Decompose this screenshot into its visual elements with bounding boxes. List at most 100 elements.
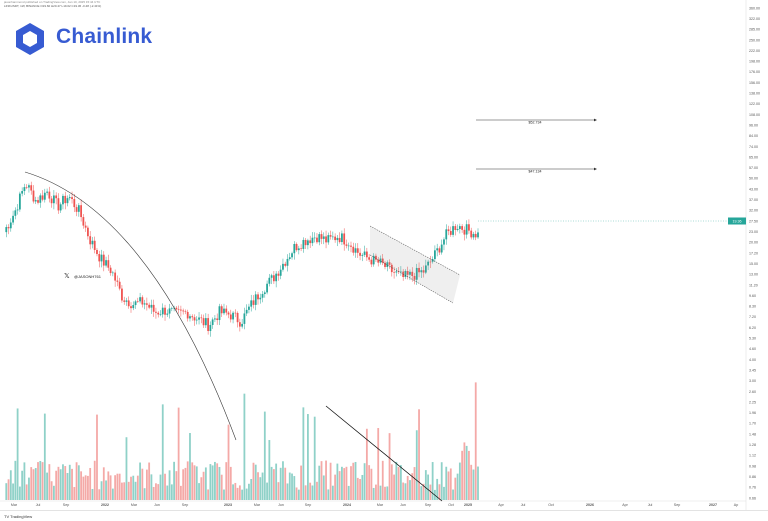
price-axis-tick: 0.66 [749,496,756,500]
candle-body [191,316,194,318]
candle-body [388,262,391,265]
symbol-line: LINKUSDT, 1W, BINANCE O19.60 H20.47 L19.… [4,4,102,8]
volume-bar [316,481,318,500]
price-axis-tick: 23.00 [749,230,758,234]
candle-body [288,257,291,259]
candle-body [436,248,439,251]
volume-bar [114,475,117,500]
candle-body [282,263,284,270]
volume-bar [359,479,361,500]
candle-body [211,319,214,325]
volume-bar [413,467,416,500]
chainlink-logo-text: Chainlink [56,25,153,48]
wedge-lower-line [369,254,454,304]
volume-bar [116,473,119,500]
volume-bar [363,463,366,500]
candle-body [209,324,212,332]
volume-bar [39,460,42,500]
candle-body [152,304,155,312]
volume-bar [98,489,101,500]
time-axis-tick: 2025 [464,503,472,507]
volume-bar [341,466,343,500]
downtrend-arc [24,171,237,441]
volume-bar [295,487,298,500]
candle-body [266,283,268,293]
volume-bar [284,467,287,500]
volume-bar [402,482,405,500]
time-axis-tick: Sep [425,503,431,507]
chainlink-hexagon-icon [16,23,44,55]
candle-body [447,229,450,232]
volume-bar [468,450,470,500]
volume-bar [62,464,64,500]
candle-body [39,195,42,203]
volume-bar [84,475,87,500]
time-axis-tick: Apr [498,503,504,507]
volume-bar [411,473,414,500]
volume-bar [311,485,314,500]
candle-body [107,260,110,268]
candle-body [381,258,384,263]
time-axis-tick: Mar [254,503,261,507]
candle-body [284,263,287,266]
candle-body [399,271,402,273]
candle-body [434,250,436,260]
candle-body [331,236,334,238]
price-axis-tick: 43.00 [749,187,758,191]
price-axis-tick: 27.50 [749,219,758,223]
volume-bar [71,468,73,500]
volume-bar [384,486,386,500]
price-axis-tick: 4.00 [749,358,756,362]
price-axis-tick: 176.00 [749,70,760,74]
volume-bar [445,466,448,500]
candle-body [254,294,257,305]
volume-bar [148,462,151,500]
candle-body [229,314,232,320]
candle-body [316,237,318,243]
candle-body [159,314,162,315]
volume-bar [32,469,35,500]
volume-bar [329,462,332,500]
candle-body [363,251,366,255]
candle-body [102,254,105,266]
volume-bar [229,466,232,500]
volume-bar [390,464,393,500]
time-axis-tick: Sep [182,503,188,507]
time-axis-tick: Sep [305,503,311,507]
candle-body [216,318,219,321]
volume-bar [52,485,55,500]
time-axis-tick: Jul [36,503,41,507]
price-axis-tick: 108.00 [749,113,760,117]
candle-body [272,275,275,282]
volume-bar [438,484,441,500]
candle-body [161,307,164,315]
volume-bar [134,481,137,500]
candle-body [345,244,348,246]
candle-body [136,301,139,302]
candle-body [25,187,28,188]
time-axis-tick: Jun [400,503,406,507]
volume-bar [125,437,128,500]
price-axis-tick: 74.00 [749,145,758,149]
volume-bar [25,484,28,500]
volume-bar [68,464,71,500]
volume-bar [431,462,434,500]
volume-bar [157,484,160,500]
target-arrow-icon [594,167,597,171]
price-axis-tick: 3.00 [749,379,756,383]
candle-body [57,198,60,211]
candle-body [361,254,364,256]
candle-body [218,306,221,321]
volume-bar [343,468,346,500]
target-label: $47.134 [529,170,542,174]
candle-body [198,317,200,320]
candle-body [100,254,103,262]
volume-bar [259,477,262,500]
candle-body [236,312,239,323]
candle-body [250,300,253,307]
candle-body [311,237,314,244]
volume-bar [214,461,216,500]
price-axis-tick: 96.00 [749,123,758,127]
